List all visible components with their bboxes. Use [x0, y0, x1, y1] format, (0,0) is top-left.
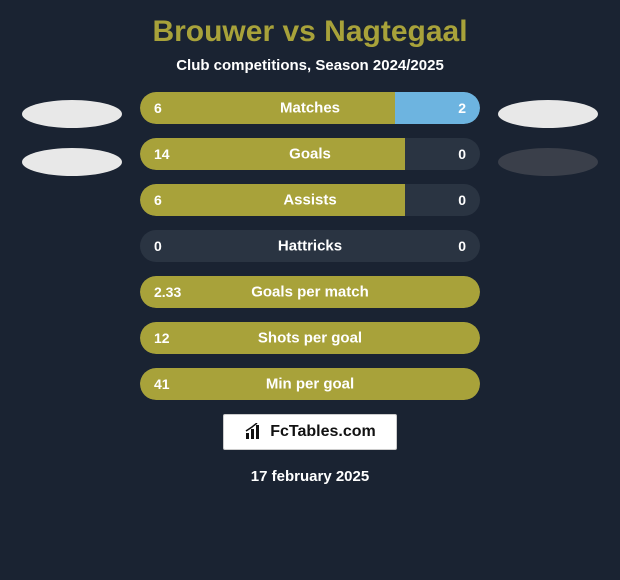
player-avatar — [498, 148, 598, 176]
brand-logo-text: FcTables.com — [270, 423, 376, 441]
stat-label: Hattricks — [278, 238, 342, 255]
stats-area: 6 2 Matches 14 0 Goals 6 0 Assists 0 0 Hattricks 2.3… — [0, 92, 620, 400]
player-avatar — [498, 100, 598, 128]
stat-value-right: 2 — [458, 100, 466, 116]
stat-row: 6 0 Assists — [140, 184, 480, 216]
stat-label: Shots per goal — [258, 330, 362, 347]
stat-label: Goals — [289, 146, 331, 163]
stat-value-left: 6 — [154, 100, 162, 116]
stat-value-left: 0 — [154, 238, 162, 254]
stat-row: 0 0 Hattricks — [140, 230, 480, 262]
page-title: Brouwer vs Nagtegaal — [152, 15, 467, 49]
stat-row: 12 Shots per goal — [140, 322, 480, 354]
left-avatar-column — [22, 92, 122, 176]
stat-bar-left — [140, 184, 405, 216]
brand-logo: FcTables.com — [223, 414, 397, 450]
stat-value-left: 41 — [154, 376, 170, 392]
stat-row: 2.33 Goals per match — [140, 276, 480, 308]
right-avatar-column — [498, 92, 598, 176]
page-subtitle: Club competitions, Season 2024/2025 — [176, 57, 444, 74]
date-label: 17 february 2025 — [251, 468, 369, 485]
comparison-card: Brouwer vs Nagtegaal Club competitions, … — [0, 0, 620, 580]
stat-bar-left — [140, 92, 395, 124]
stat-bar-left — [140, 138, 405, 170]
stat-value-left: 6 — [154, 192, 162, 208]
chart-icon — [244, 423, 264, 441]
stat-value-left: 12 — [154, 330, 170, 346]
stat-value-left: 14 — [154, 146, 170, 162]
stat-value-right: 0 — [458, 238, 466, 254]
player-avatar — [22, 100, 122, 128]
stat-row: 6 2 Matches — [140, 92, 480, 124]
stat-bars: 6 2 Matches 14 0 Goals 6 0 Assists 0 0 Hattricks 2.3… — [140, 92, 480, 400]
stat-value-left: 2.33 — [154, 284, 181, 300]
stat-label: Goals per match — [251, 284, 369, 301]
stat-label: Matches — [280, 100, 340, 117]
stat-value-right: 0 — [458, 192, 466, 208]
stat-row: 14 0 Goals — [140, 138, 480, 170]
player-avatar — [22, 148, 122, 176]
stat-value-right: 0 — [458, 146, 466, 162]
stat-bar-right — [395, 92, 480, 124]
stat-row: 41 Min per goal — [140, 368, 480, 400]
stat-label: Assists — [283, 192, 336, 209]
stat-label: Min per goal — [266, 376, 354, 393]
